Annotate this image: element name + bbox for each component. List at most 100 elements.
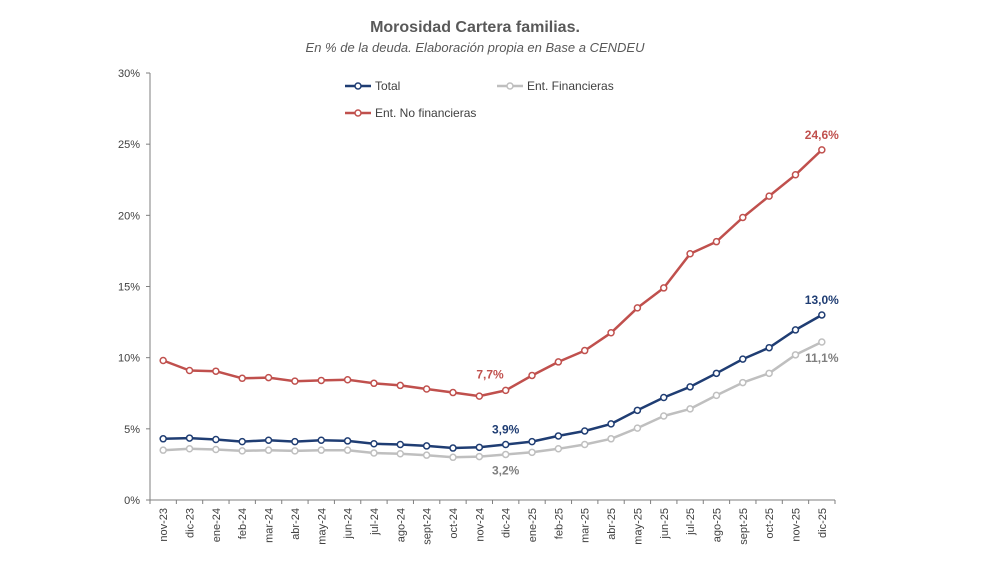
data-point xyxy=(396,381,405,390)
series-1 xyxy=(159,338,826,462)
data-point xyxy=(238,374,246,383)
data-point xyxy=(528,448,536,457)
data-point xyxy=(212,445,220,454)
data-point xyxy=(528,371,536,380)
y-tick-label: 5% xyxy=(124,424,140,436)
data-point xyxy=(317,376,325,385)
data-point xyxy=(739,378,747,387)
data-point xyxy=(343,437,352,445)
data-point xyxy=(370,379,378,388)
data-point xyxy=(528,437,536,446)
legend-item: Ent. Financieras xyxy=(497,79,614,93)
legend-swatch-marker xyxy=(506,82,514,90)
data-point xyxy=(449,453,457,462)
data-point xyxy=(818,338,826,346)
data-point xyxy=(580,346,589,355)
data-point xyxy=(343,375,352,384)
data-label: 3,9% xyxy=(492,422,520,436)
data-point xyxy=(317,446,325,454)
data-label: 3,2% xyxy=(492,463,520,477)
data-point xyxy=(317,436,325,444)
data-point xyxy=(501,440,510,449)
x-tick-label: ago-24 xyxy=(395,508,407,542)
data-label: 7,7% xyxy=(476,367,504,381)
data-point xyxy=(185,445,194,453)
x-tick-label: may-25 xyxy=(632,508,644,545)
data-point xyxy=(580,440,589,449)
x-tick-label: oct-24 xyxy=(448,508,460,539)
x-tick-label: abr-24 xyxy=(290,508,302,540)
data-point xyxy=(686,405,694,413)
chart-subtitle: En % de la deuda. Elaboración propia en … xyxy=(306,40,646,55)
data-point xyxy=(686,383,694,391)
data-point xyxy=(818,311,826,319)
x-tick-label: may-24 xyxy=(316,508,328,545)
x-tick-label: nov-25 xyxy=(790,508,802,542)
data-point xyxy=(238,447,246,455)
data-point xyxy=(475,392,484,400)
x-tick-label: nov-24 xyxy=(474,508,486,542)
series-line xyxy=(163,340,823,459)
y-tick-label: 25% xyxy=(118,139,140,151)
data-point xyxy=(554,358,563,366)
data-point xyxy=(554,432,563,440)
legend-swatch-marker xyxy=(354,82,362,90)
data-point xyxy=(501,450,510,459)
x-tick-label: dic-24 xyxy=(501,508,513,538)
x-tick-label: abr-25 xyxy=(606,508,618,540)
series-0 xyxy=(159,311,826,452)
y-tick-label: 10% xyxy=(118,353,140,365)
data-point xyxy=(449,388,457,397)
data-point xyxy=(264,373,273,382)
data-label: 24,6% xyxy=(805,128,839,142)
x-tick-label: ene-25 xyxy=(527,508,539,542)
data-point xyxy=(475,452,484,461)
data-point xyxy=(554,445,563,453)
data-point xyxy=(396,449,405,458)
data-point xyxy=(185,434,194,442)
y-tick-label: 30% xyxy=(118,68,140,80)
data-point xyxy=(291,437,299,446)
data-point xyxy=(633,406,642,415)
data-point xyxy=(607,420,615,428)
x-tick-label: jun-25 xyxy=(659,508,671,540)
y-tick-label: 15% xyxy=(118,282,140,294)
data-point xyxy=(501,386,510,395)
data-point xyxy=(212,435,220,444)
data-point xyxy=(633,304,642,312)
data-point xyxy=(291,447,299,455)
data-point xyxy=(264,446,273,454)
x-tick-label: mar-24 xyxy=(264,508,276,543)
data-point xyxy=(159,435,167,443)
data-point xyxy=(633,424,642,432)
data-point xyxy=(264,436,273,444)
data-point xyxy=(159,446,167,454)
data-point xyxy=(422,442,431,450)
data-point xyxy=(818,146,826,154)
axes: 0% 5% 10% 15% 20% 25% 30% nov-23 dic-23 ene-24 feb… xyxy=(118,68,836,545)
data-point xyxy=(396,440,405,449)
legend-swatch-marker xyxy=(354,109,362,117)
data-point xyxy=(660,284,668,292)
y-tick-label: 20% xyxy=(118,210,140,222)
data-point xyxy=(212,367,220,375)
data-point xyxy=(370,440,378,448)
data-point xyxy=(291,377,299,385)
data-point xyxy=(607,435,615,443)
data-point xyxy=(449,444,457,452)
data-label: 11,1% xyxy=(805,351,839,365)
data-point xyxy=(712,237,721,246)
x-tick-label: jul-25 xyxy=(685,508,697,536)
data-point xyxy=(712,391,721,400)
chart-title: Morosidad Cartera familias. xyxy=(370,19,580,36)
data-point xyxy=(607,329,615,337)
data-point xyxy=(765,343,773,352)
data-point xyxy=(422,451,431,459)
series-line xyxy=(162,148,823,398)
x-tick-label: mar-25 xyxy=(580,508,592,543)
data-point xyxy=(185,366,194,375)
data-point xyxy=(159,356,167,365)
y-tick-label: 0% xyxy=(124,495,140,507)
x-tick-label: dic-25 xyxy=(817,508,829,538)
